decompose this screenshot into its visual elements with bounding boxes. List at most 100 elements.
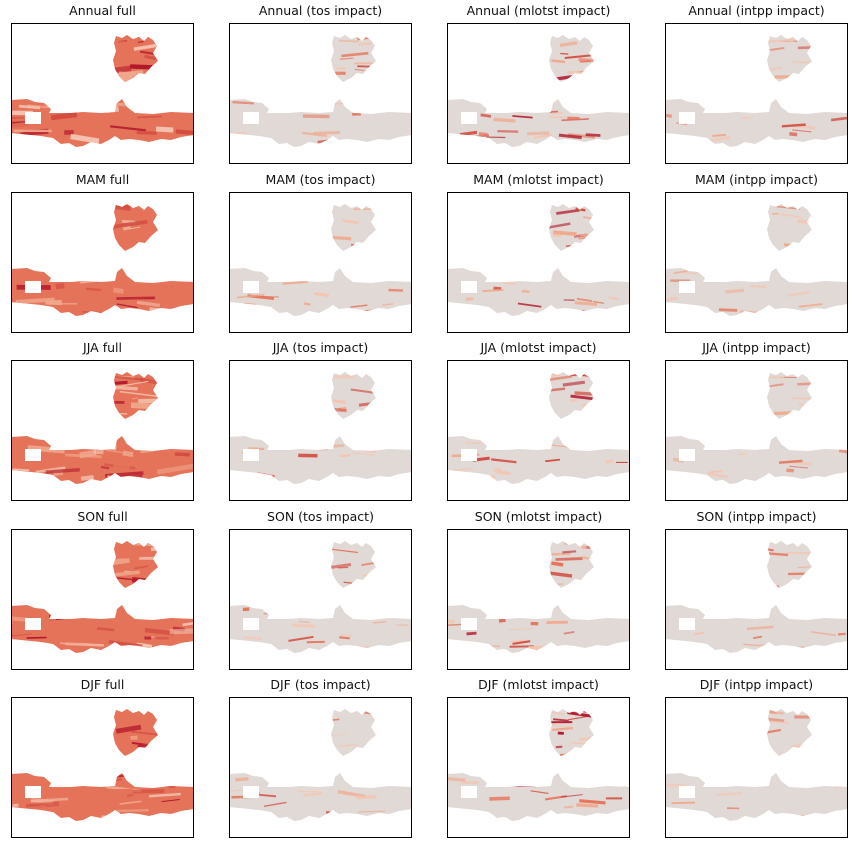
field-streak: [48, 303, 78, 305]
field-streak: [148, 792, 181, 798]
field-streak: [784, 38, 794, 42]
field-streak: [100, 465, 110, 470]
field-streak: [65, 453, 102, 459]
field-streak: [781, 123, 806, 128]
field-streak: [160, 604, 194, 615]
field-streak: [296, 790, 320, 793]
field-streak: [576, 297, 593, 303]
field-streak: [396, 624, 409, 626]
panel-frame: [665, 360, 848, 501]
panel-4-3: DJF (intpp impact): [665, 677, 848, 838]
field-streak: [116, 303, 138, 309]
field-streak: [580, 233, 601, 236]
field-streak: [503, 282, 516, 285]
missing-data-box: [243, 281, 259, 293]
panel-frame: [447, 529, 630, 670]
heatmap-map: [11, 23, 194, 164]
field-streak: [11, 633, 33, 637]
field-streak: [553, 230, 577, 236]
field-streak: [778, 459, 803, 464]
ocean-field: [11, 709, 194, 821]
field-streak: [563, 299, 575, 301]
field-streak: [121, 409, 139, 412]
field-streak: [64, 130, 74, 135]
field-streak: [807, 417, 814, 419]
field-streak: [18, 104, 41, 110]
field-streak: [564, 54, 592, 60]
ocean-field: [11, 35, 194, 147]
missing-data-box: [679, 112, 695, 124]
field-streak: [549, 375, 573, 381]
field-streak: [466, 631, 477, 636]
field-streak: [105, 449, 123, 454]
field-streak: [546, 620, 568, 624]
field-streak: [512, 115, 533, 119]
panel-1-2: MAM (mlotst impact): [447, 172, 630, 333]
panel-3-0: SON full: [11, 509, 194, 670]
panel-title: SON full: [77, 509, 128, 524]
field-streak: [49, 267, 88, 277]
panel-frame: [229, 529, 412, 670]
field-streak: [743, 643, 761, 647]
panel-frame: [229, 23, 412, 164]
field-streak: [556, 208, 580, 215]
field-streak: [122, 450, 134, 457]
field-streak: [177, 103, 193, 111]
panel-title: JJA (mlotst impact): [480, 340, 597, 355]
field-streak: [790, 273, 802, 279]
ocean-field: [11, 541, 194, 653]
field-streak: [465, 647, 473, 652]
field-streak: [774, 74, 796, 79]
field-streak: [131, 789, 165, 794]
field-streak: [461, 781, 479, 784]
field-streak: [585, 133, 601, 137]
field-streak: [350, 388, 377, 395]
panel-frame: [11, 360, 194, 501]
field-streak: [520, 272, 542, 278]
field-streak: [132, 796, 151, 800]
ocean-field: [229, 35, 412, 147]
field-streak: [130, 105, 146, 111]
field-streak: [583, 611, 597, 616]
field-streak: [530, 790, 549, 794]
field-streak: [339, 454, 351, 458]
field-streak: [530, 621, 539, 626]
heatmap-map: [11, 360, 194, 501]
ocean-base: [11, 35, 194, 147]
field-streak: [38, 786, 66, 794]
field-streak: [165, 273, 186, 277]
missing-data-box: [679, 618, 695, 630]
field-streak: [55, 282, 65, 290]
field-streak: [570, 398, 577, 402]
field-streak: [581, 410, 597, 416]
heatmap-map: [229, 697, 412, 838]
field-streak: [767, 383, 784, 388]
missing-data-box: [461, 618, 477, 630]
field-streak: [131, 741, 153, 747]
heatmap-map: [447, 192, 630, 333]
ocean-field: [229, 204, 412, 316]
missing-data-box: [679, 281, 695, 293]
panel-frame: [665, 23, 848, 164]
field-streak: [447, 306, 468, 312]
heatmap-map: [665, 23, 848, 164]
field-streak: [508, 627, 534, 631]
field-streak: [786, 645, 805, 652]
field-streak: [135, 639, 156, 645]
ocean-base: [665, 541, 848, 653]
field-streak: [97, 442, 117, 451]
field-streak: [716, 791, 742, 797]
field-streak: [122, 553, 151, 559]
heatmap-map: [447, 360, 630, 501]
heatmap-map: [447, 529, 630, 670]
panel-title: MAM (tos impact): [265, 172, 376, 187]
field-streak: [527, 131, 550, 136]
field-streak: [572, 415, 581, 419]
field-streak: [113, 287, 124, 294]
field-streak: [752, 635, 763, 640]
field-streak: [27, 104, 55, 109]
field-streak: [786, 552, 814, 554]
field-streak: [562, 550, 577, 554]
missing-data-box: [243, 786, 259, 798]
field-streak: [133, 43, 162, 51]
